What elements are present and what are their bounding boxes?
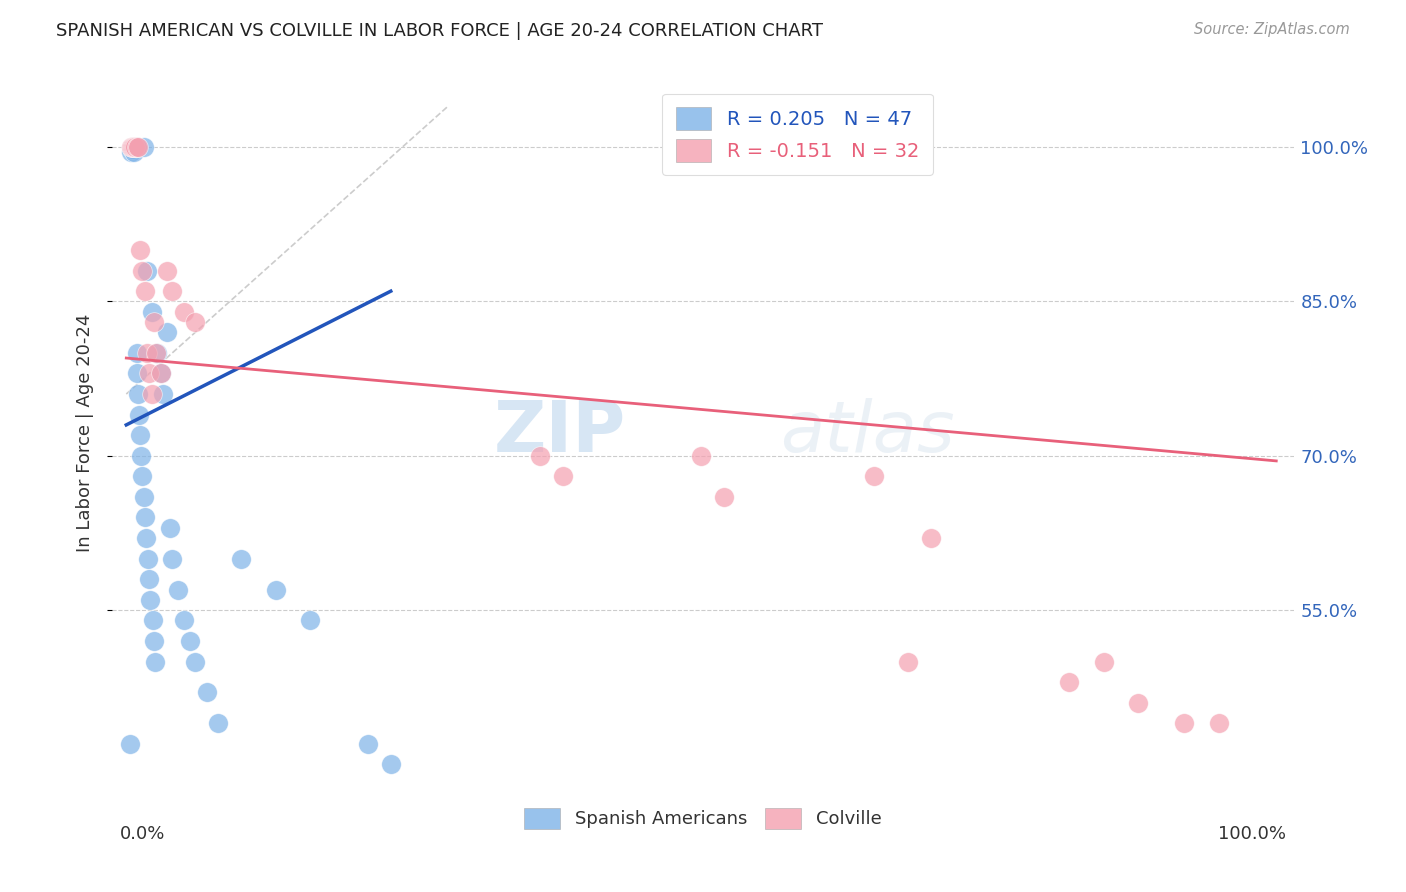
Point (125, 346, 148, 360)
Point (134, 510, 156, 524)
Point (155, 263, 177, 277)
Point (136, 263, 159, 277)
Point (920, 531, 942, 545)
Point (162, 284, 184, 298)
Text: atlas: atlas (780, 398, 955, 467)
Point (127, 387, 149, 401)
Point (1092, 655, 1115, 669)
Text: SPANISH AMERICAN VS COLVILLE IN LABOR FORCE | AGE 20-24 CORRELATION CHART: SPANISH AMERICAN VS COLVILLE IN LABOR FO… (56, 22, 824, 40)
Point (299, 613, 322, 627)
Point (118, 737, 141, 751)
Point (127, 140, 149, 154)
Point (138, 572, 160, 586)
Point (124, 145, 146, 160)
Point (124, 140, 146, 154)
Point (690, 449, 713, 463)
Point (120, 145, 142, 160)
Point (129, 449, 152, 463)
Point (1128, 696, 1150, 710)
Point (139, 592, 162, 607)
Point (121, 142, 143, 156)
Legend: Spanish Americans, Colville: Spanish Americans, Colville (517, 800, 889, 836)
Point (713, 490, 735, 504)
Point (1208, 716, 1230, 731)
Point (155, 326, 177, 340)
Point (124, 140, 146, 154)
Point (141, 387, 163, 401)
Point (141, 304, 163, 318)
Point (357, 737, 380, 751)
Point (145, 346, 167, 360)
Point (529, 449, 551, 463)
Text: 100.0%: 100.0% (1219, 825, 1286, 843)
Point (184, 655, 207, 669)
Point (152, 387, 174, 401)
Point (131, 469, 153, 483)
Point (264, 582, 287, 597)
Point (149, 367, 172, 381)
Point (142, 315, 165, 329)
Point (125, 140, 148, 154)
Point (124, 140, 146, 154)
Point (132, 140, 155, 154)
Point (134, 284, 156, 298)
Point (125, 367, 148, 381)
Point (127, 140, 149, 154)
Point (179, 634, 201, 648)
Point (380, 757, 402, 772)
Point (121, 140, 143, 154)
Text: ZIP: ZIP (494, 398, 626, 467)
Point (184, 315, 207, 329)
Point (131, 263, 153, 277)
Point (138, 367, 160, 381)
Point (122, 140, 145, 154)
Point (231, 551, 253, 566)
Point (124, 140, 146, 154)
Point (862, 469, 884, 483)
Point (142, 634, 165, 648)
Point (162, 551, 184, 566)
Point (553, 469, 575, 483)
Point (124, 140, 146, 154)
Point (136, 551, 159, 566)
Y-axis label: In Labor Force | Age 20-24: In Labor Force | Age 20-24 (76, 313, 94, 552)
Point (129, 428, 152, 442)
Point (122, 140, 145, 154)
Point (1173, 716, 1195, 731)
Point (173, 304, 195, 318)
Point (135, 531, 157, 545)
Point (1059, 675, 1081, 690)
Point (142, 613, 165, 627)
Point (159, 521, 181, 535)
Point (136, 346, 159, 360)
Point (173, 613, 195, 627)
Point (149, 367, 172, 381)
Point (120, 140, 142, 154)
Point (132, 490, 155, 504)
Point (195, 685, 218, 699)
Text: 0.0%: 0.0% (120, 825, 165, 843)
Point (897, 655, 920, 669)
Point (121, 140, 143, 154)
Point (129, 243, 152, 257)
Point (143, 655, 166, 669)
Point (122, 140, 145, 154)
Point (146, 346, 169, 360)
Point (167, 582, 190, 597)
Text: Source: ZipAtlas.com: Source: ZipAtlas.com (1194, 22, 1350, 37)
Point (128, 408, 150, 422)
Point (207, 716, 229, 731)
